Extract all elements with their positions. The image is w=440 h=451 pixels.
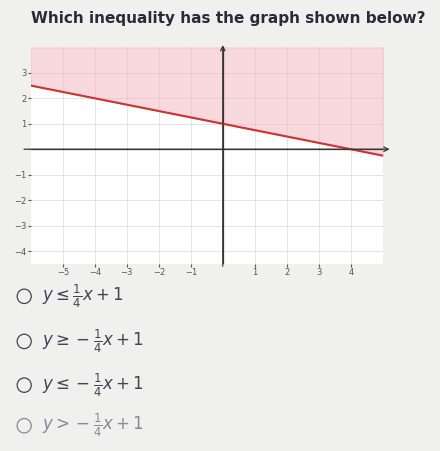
Text: $y \leq -\frac{1}{4}x + 1$: $y \leq -\frac{1}{4}x + 1$ <box>42 372 144 399</box>
Text: $y \geq -\frac{1}{4}x + 1$: $y \geq -\frac{1}{4}x + 1$ <box>42 328 144 355</box>
Text: $y \leq \frac{1}{4}x + 1$: $y \leq \frac{1}{4}x + 1$ <box>42 283 123 310</box>
Text: Which inequality has the graph shown below?: Which inequality has the graph shown bel… <box>31 11 425 26</box>
Text: $y > -\frac{1}{4}x + 1$: $y > -\frac{1}{4}x + 1$ <box>42 412 144 439</box>
